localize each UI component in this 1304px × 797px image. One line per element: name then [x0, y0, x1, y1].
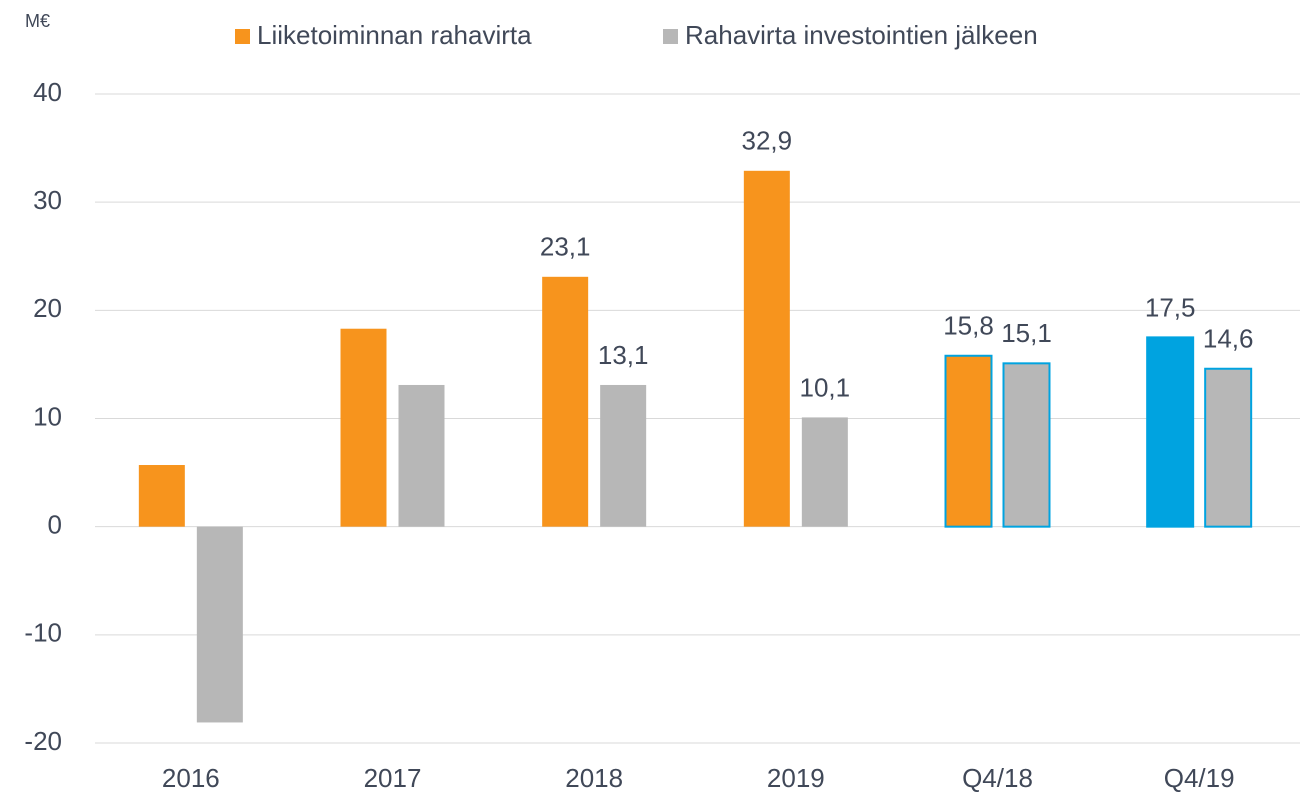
data-label: 10,1: [800, 372, 851, 402]
bar: [801, 417, 848, 527]
bar: [944, 354, 993, 528]
data-label: 17,5: [1145, 292, 1196, 322]
bar: [1146, 336, 1195, 528]
y-tick-label: 30: [33, 185, 62, 215]
x-tick-label: 2016: [162, 763, 220, 793]
data-label: 23,1: [540, 232, 591, 262]
bar: [138, 465, 185, 527]
legend-label: Liiketoiminnan rahavirta: [257, 20, 532, 50]
data-label: 15,1: [1001, 318, 1052, 348]
bar: [542, 276, 589, 527]
x-tick-label: 2019: [767, 763, 825, 793]
bar: [600, 384, 647, 527]
y-tick-label: 40: [33, 77, 62, 107]
bar: [743, 170, 790, 527]
y-tick-label: 10: [33, 401, 62, 431]
x-tick-label: Q4/18: [962, 763, 1033, 793]
data-label: 13,1: [598, 340, 649, 370]
bar: [196, 526, 243, 723]
x-tick-label: 2018: [565, 763, 623, 793]
x-tick-label: Q4/19: [1164, 763, 1235, 793]
bar: [340, 328, 387, 527]
bar: [1204, 367, 1253, 528]
legend-label: Rahavirta investointien jälkeen: [685, 20, 1038, 50]
y-tick-label: 0: [48, 510, 62, 540]
bar: [398, 384, 445, 527]
x-tick-label: 2017: [364, 763, 422, 793]
legend-swatch: [663, 29, 678, 44]
data-label: 14,6: [1203, 324, 1254, 354]
data-label: 15,8: [943, 311, 994, 341]
legend-swatch: [235, 29, 250, 44]
unit-label: M€: [25, 11, 50, 31]
y-tick-label: 20: [33, 293, 62, 323]
data-label: 32,9: [742, 126, 793, 156]
bar: [1002, 362, 1051, 528]
y-tick-label: -20: [24, 726, 62, 756]
y-tick-label: -10: [24, 618, 62, 648]
